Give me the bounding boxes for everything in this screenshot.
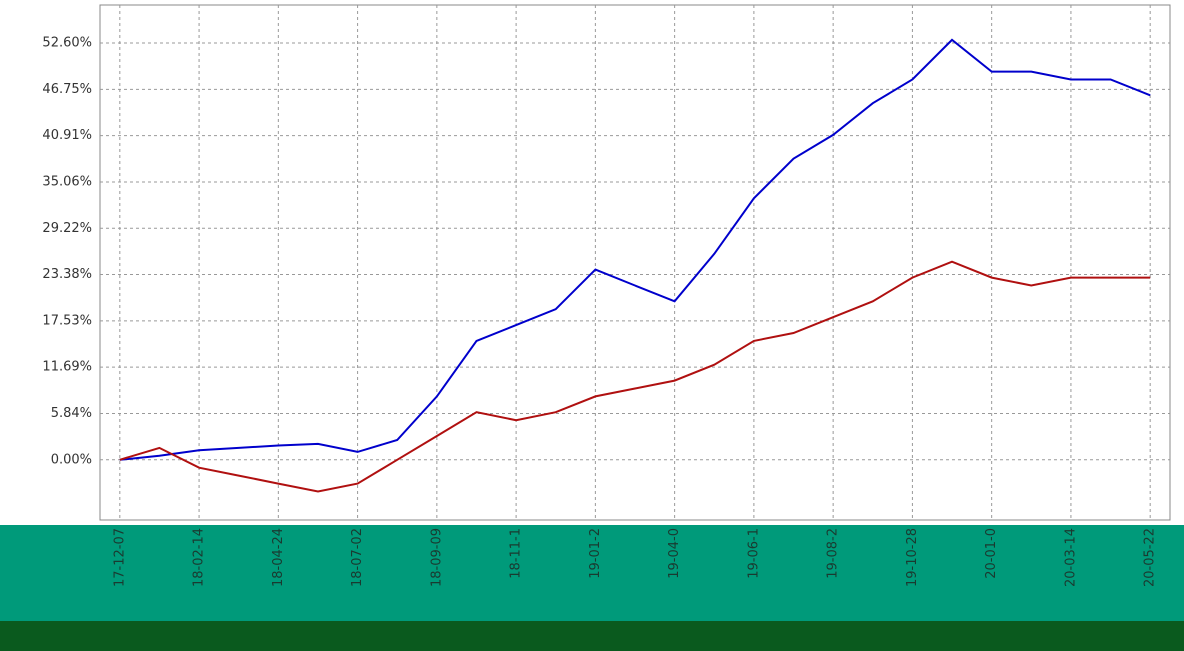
- y-tick-label: 46.75%: [42, 82, 92, 97]
- x-tick-label: 17-12-07: [112, 528, 127, 587]
- y-tick-label: 11.69%: [42, 360, 92, 375]
- y-tick-label: 40.91%: [42, 128, 92, 143]
- footer-band: [0, 621, 1184, 651]
- series-line: [119, 38, 1151, 461]
- x-tick-label: 18-02-14: [192, 528, 207, 587]
- x-tick-label: 20-01-0: [984, 528, 999, 579]
- x-tick-label: 20-03-14: [1063, 528, 1078, 587]
- x-tick-label: 19-01-2: [588, 528, 603, 579]
- x-tick-label: 18-04-24: [271, 528, 286, 587]
- x-tick-label: 20-05-22: [1143, 528, 1158, 587]
- y-tick-label: 29.22%: [42, 221, 92, 236]
- x-tick-label: 18-11-1: [509, 528, 524, 579]
- y-tick-label: 23.38%: [42, 267, 92, 282]
- x-tick-label: 19-06-1: [746, 528, 761, 579]
- axis-band: [0, 525, 1184, 621]
- x-tick-label: 18-09-09: [429, 528, 444, 587]
- x-tick-label: 19-10-28: [905, 528, 920, 587]
- y-tick-label: 0.00%: [51, 452, 92, 467]
- x-tick-label: 19-04-0: [667, 528, 682, 579]
- x-tick-label: 19-08-2: [826, 528, 841, 579]
- y-tick-label: 52.60%: [42, 36, 92, 51]
- y-tick-label: 5.84%: [51, 406, 92, 421]
- plot-frame: [99, 4, 1171, 521]
- x-tick-label: 18-07-02: [350, 528, 365, 587]
- y-tick-label: 35.06%: [42, 175, 92, 190]
- y-tick-label: 17.53%: [42, 313, 92, 328]
- series-line: [119, 260, 1151, 493]
